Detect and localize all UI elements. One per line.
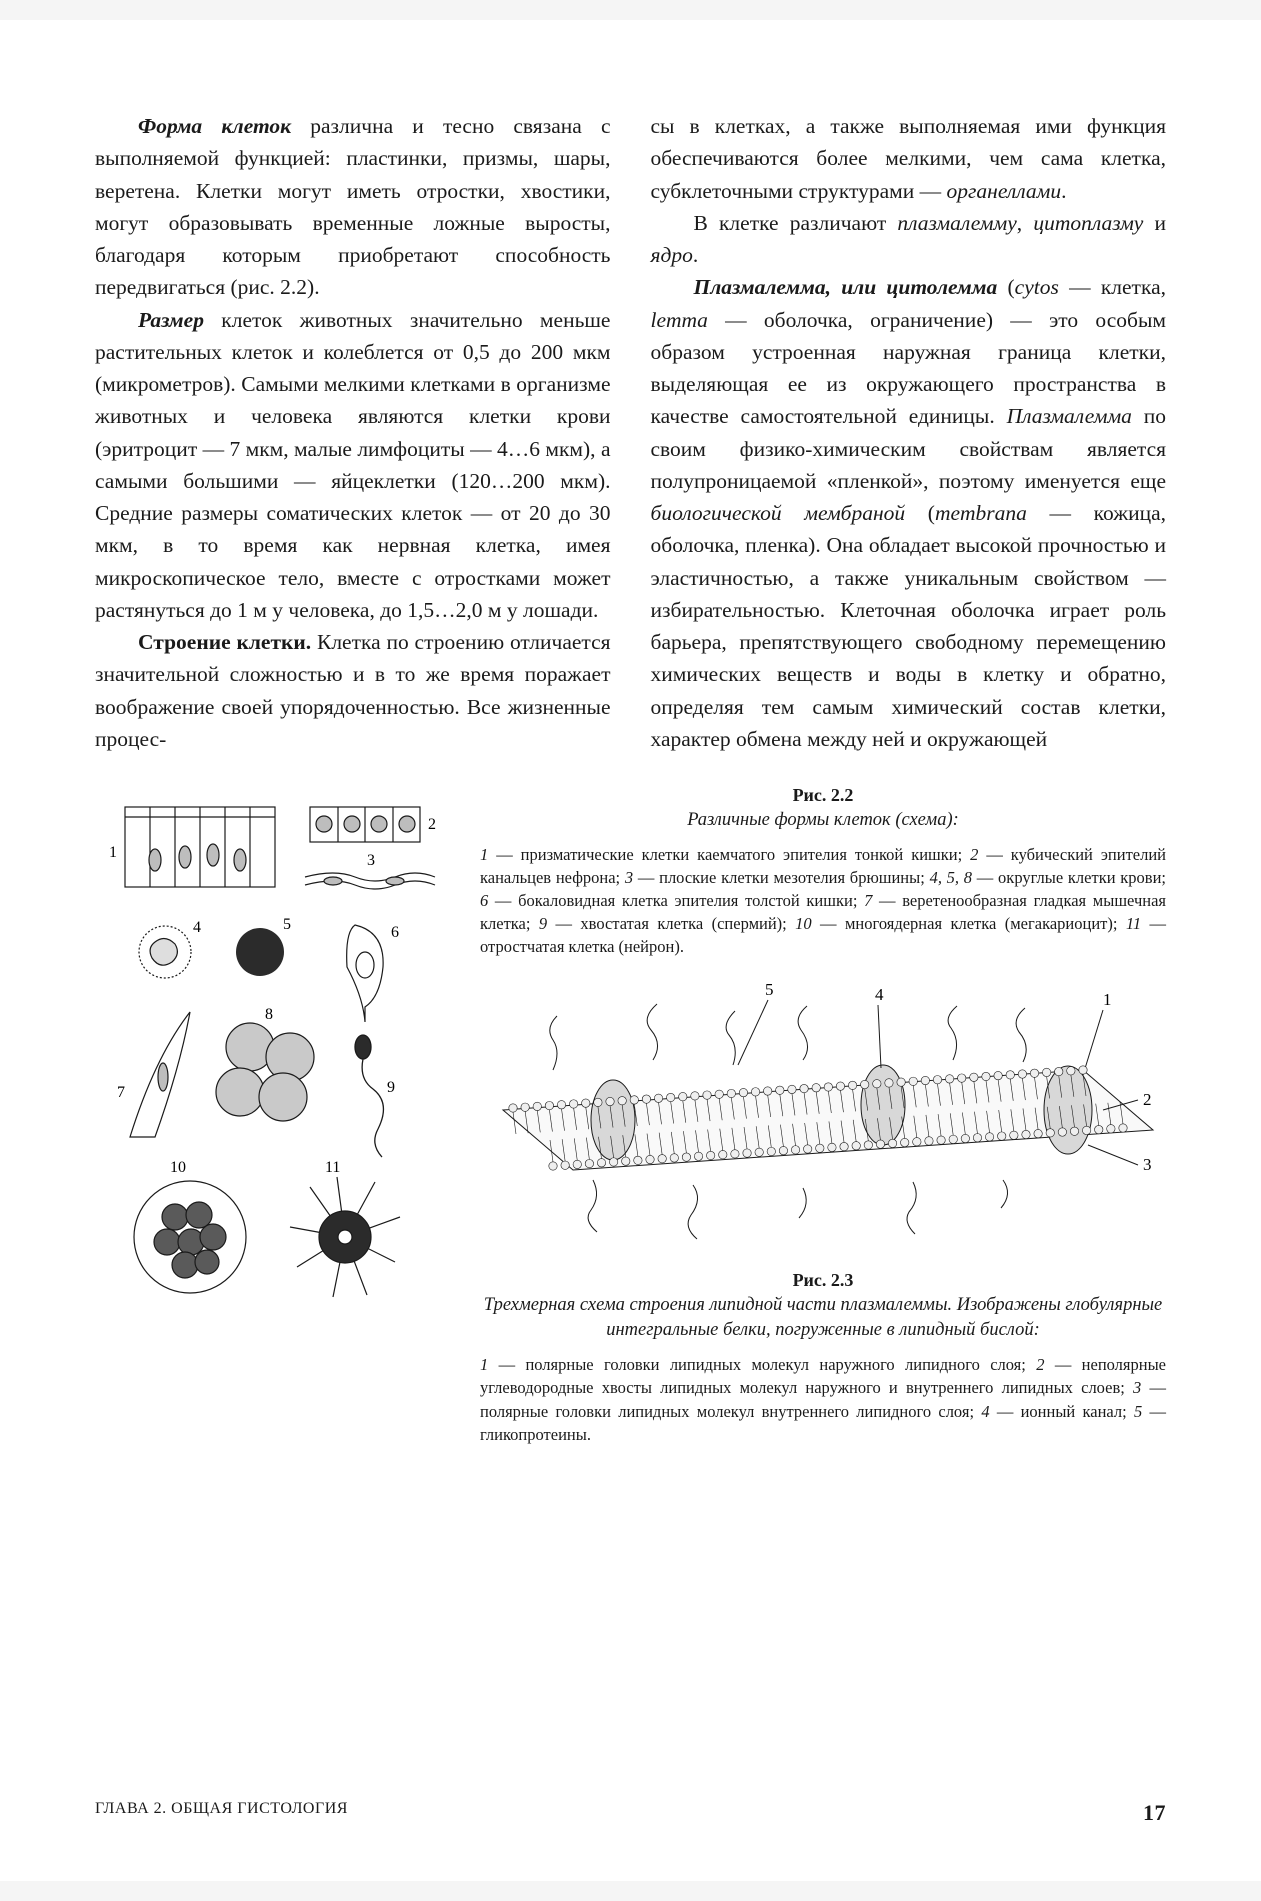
- caption-number: 10: [795, 914, 812, 933]
- caption-text: — бокаловидная клетка эпителия толстой к…: [488, 891, 864, 910]
- caption-text: — хвостатая клетка (спермий);: [547, 914, 795, 933]
- cell-shapes-svg: 1 2: [95, 797, 455, 1337]
- cell-label-3: 3: [367, 852, 375, 869]
- fig23-title: Трехмерная схема строения липидной части…: [480, 1293, 1166, 1343]
- text: различна и тесно связана с выполняемой ф…: [95, 114, 611, 299]
- caption-number: 9: [539, 914, 547, 933]
- text: клеток животных значительно меньше расти…: [95, 308, 611, 622]
- fig22-label: Рис. 2.2: [480, 785, 1166, 806]
- latin: lemma: [651, 308, 708, 332]
- term-plasmalemma: Плазмалемма, или цитолемма: [694, 275, 998, 299]
- page-number: 17: [1143, 1800, 1166, 1826]
- fig23-label: Рис. 2.3: [480, 1270, 1166, 1291]
- mem-label-2: 2: [1143, 1090, 1152, 1109]
- cell-label-11: 11: [325, 1159, 340, 1176]
- cell-label-9: 9: [387, 1079, 395, 1096]
- para-stroenie: Строение клетки. Клетка по строению отли…: [95, 626, 611, 755]
- latin: membrana: [935, 501, 1027, 525]
- latin: cytos: [1015, 275, 1059, 299]
- caption-number: 11: [1126, 914, 1141, 933]
- fig22-title: Различные формы клеток (схема):: [480, 808, 1166, 833]
- term: биологической мембраной: [651, 501, 906, 525]
- caption-text: — плоские клетки мезотелия брюшины;: [633, 868, 929, 887]
- text: .: [1061, 179, 1066, 203]
- term-forma: Форма клеток: [138, 114, 310, 138]
- caption-text: — призматические клетки каемчатого эпите…: [488, 845, 970, 864]
- page-footer: ГЛАВА 2. ОБЩАЯ ГИСТОЛОГИЯ 17: [95, 1800, 1166, 1826]
- caption-number: 1: [480, 1355, 488, 1374]
- term: плазмалемму: [897, 211, 1016, 235]
- cell-label-5: 5: [283, 916, 291, 933]
- para-components: В клетке различают плазмалемму, цитоплаз…: [651, 207, 1167, 272]
- chapter-label: ГЛАВА 2. ОБЩАЯ ГИСТОЛОГИЯ: [95, 1800, 348, 1826]
- cell-label-10: 10: [170, 1159, 186, 1176]
- para-plasmalemma: Плазмалемма, или цитолемма (cytos — клет…: [651, 271, 1167, 755]
- cell-label-8: 8: [265, 1006, 273, 1023]
- caption-text: — округлые клетки крови;: [972, 868, 1166, 887]
- text: сы в клетках, а также выполняемая ими фу…: [651, 114, 1167, 203]
- fig22-caption: 1 — призматические клетки каемчатого эпи…: [480, 843, 1166, 958]
- left-column: Форма клеток различна и тесно связана с …: [95, 110, 611, 755]
- caption-text: — полярные головки липидных молекул нару…: [488, 1355, 1036, 1374]
- mem-label-4: 4: [875, 985, 884, 1004]
- fig23-caption: 1 — полярные головки липидных молекул на…: [480, 1353, 1166, 1445]
- text: (: [905, 501, 935, 525]
- heading-stroenie: Строение клетки.: [138, 630, 311, 654]
- cell-label-6: 6: [391, 924, 399, 941]
- right-column: сы в клетках, а также выполняемая ими фу…: [651, 110, 1167, 755]
- body-columns: Форма клеток различна и тесно связана с …: [95, 110, 1166, 755]
- cell-label-7: 7: [117, 1084, 125, 1101]
- cell-label-4: 4: [193, 919, 201, 936]
- text: ,: [1017, 211, 1034, 235]
- caption-number: 4: [981, 1402, 989, 1421]
- term: ядро: [651, 243, 693, 267]
- figure-2-2-illustration: 1 2: [95, 785, 455, 1446]
- term-razmer: Размер: [138, 308, 221, 332]
- para-cont: сы в клетках, а также выполняемая ими фу…: [651, 110, 1167, 207]
- text: В клетке различают: [694, 211, 898, 235]
- caption-number: 1: [480, 845, 488, 864]
- figures-right: Рис. 2.2 Различные формы клеток (схема):…: [480, 785, 1166, 1446]
- text: и: [1143, 211, 1166, 235]
- caption-text: — многоядерная клетка (мегакариоцит);: [812, 914, 1126, 933]
- caption-number: 6: [480, 891, 488, 910]
- term: цитоплазму: [1033, 211, 1143, 235]
- para-razmer: Размер клеток животных значительно меньш…: [95, 304, 611, 627]
- term: Плазмалемма: [1007, 404, 1132, 428]
- cell-label-2: 2: [428, 816, 436, 833]
- caption-number: 3: [625, 868, 633, 887]
- text: (: [997, 275, 1014, 299]
- mem-label-1: 1: [1103, 990, 1112, 1009]
- textbook-page: Форма клеток различна и тесно связана с …: [0, 20, 1261, 1881]
- mem-label-5: 5: [765, 980, 774, 999]
- text: .: [693, 243, 698, 267]
- term-organelles: органеллами: [947, 179, 1062, 203]
- mem-label-3: 3: [1143, 1155, 1152, 1174]
- para-forma: Форма клеток различна и тесно связана с …: [95, 110, 611, 304]
- caption-number: 4, 5, 8: [930, 868, 973, 887]
- caption-number: 5: [1134, 1402, 1142, 1421]
- caption-text: — ионный канал;: [990, 1402, 1134, 1421]
- text: — клетка,: [1059, 275, 1166, 299]
- cell-label-1: 1: [109, 844, 117, 861]
- membrane-svg: 1 2 3 4 5: [483, 970, 1163, 1260]
- text: — кожица, оболочка, пленка). Она обладае…: [651, 501, 1167, 751]
- figures-row: 1 2: [95, 785, 1166, 1446]
